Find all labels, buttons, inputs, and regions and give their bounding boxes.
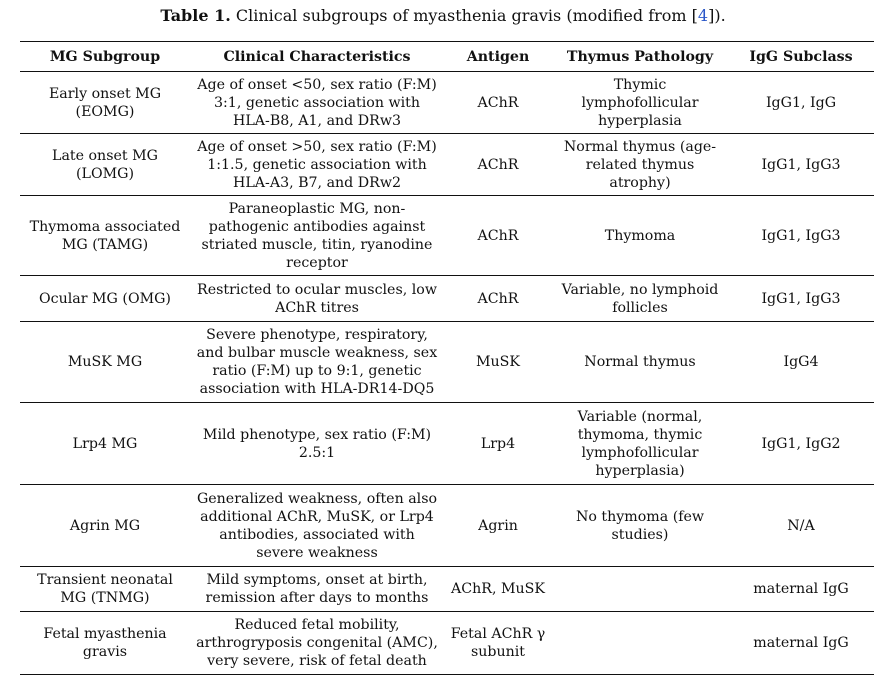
cell-subgroup: Late onset MG (LOMG) (20, 133, 190, 196)
header-antigen: Antigen (444, 41, 552, 72)
cell-characteristics: Generalized weakness, often also additio… (190, 484, 444, 567)
header-subgroup: MG Subgroup (20, 41, 190, 72)
header-characteristics: Clinical Characteristics (190, 41, 444, 72)
cell-characteristics: Paraneoplastic MG, non-pathogenic antibo… (190, 195, 444, 276)
cell-igg: maternal IgG (728, 611, 874, 675)
cell-thymus: Thymic lymphofollicular hyperplasia (552, 71, 728, 134)
cell-subgroup: Fetal myasthenia gravis (20, 611, 190, 675)
cell-antigen: AChR (444, 275, 552, 322)
cell-thymus: No thymoma (few studies) (552, 484, 728, 567)
cell-antigen: Fetal AChR γ subunit (444, 611, 552, 675)
cell-antigen: Lrp4 (444, 402, 552, 485)
caption-text: Clinical subgroups of myasthenia gravis … (235, 6, 698, 25)
table-row: Early onset MG (EOMG) Age of onset <50, … (20, 71, 874, 134)
cell-characteristics: Age of onset >50, sex ratio (F:M) 1:1.5,… (190, 133, 444, 196)
cell-antigen: AChR (444, 195, 552, 276)
cell-antigen: AChR (444, 133, 552, 196)
reference-link[interactable]: 4 (697, 6, 709, 25)
cell-subgroup: Thymoma associated MG (TAMG) (20, 195, 190, 276)
table-row: Agrin MG Generalized weakness, often als… (20, 484, 874, 567)
table-row: Ocular MG (OMG) Restricted to ocular mus… (20, 275, 874, 322)
table-row: Transient neonatal MG (TNMG) Mild sympto… (20, 566, 874, 612)
cell-subgroup: Early onset MG (EOMG) (20, 71, 190, 134)
cell-antigen: Agrin (444, 484, 552, 567)
cell-characteristics: Reduced fetal mobility, arthrogryposis c… (190, 611, 444, 675)
cell-igg: IgG1, IgG2 (728, 402, 874, 485)
cell-igg: IgG1, IgG (728, 71, 874, 134)
cell-thymus: Normal thymus (age-related thymus atroph… (552, 133, 728, 196)
cell-subgroup: Transient neonatal MG (TNMG) (20, 566, 190, 612)
table-number: Table 1. (160, 6, 231, 25)
header-igg: IgG Subclass (728, 41, 874, 72)
cell-thymus: Thymoma (552, 195, 728, 276)
table-row: MuSK MG Severe phenotype, respiratory, a… (20, 321, 874, 403)
cell-thymus (552, 566, 728, 612)
table-caption: Table 1. Clinical subgroups of myastheni… (0, 4, 886, 28)
mg-subgroups-table: MG Subgroup Clinical Characteristics Ant… (20, 41, 874, 675)
cell-thymus: Normal thymus (552, 321, 728, 403)
cell-antigen: AChR, MuSK (444, 566, 552, 612)
cell-subgroup: Agrin MG (20, 484, 190, 567)
header-thymus: Thymus Pathology (552, 41, 728, 72)
cell-subgroup: MuSK MG (20, 321, 190, 403)
cell-antigen: AChR (444, 71, 552, 134)
cell-igg: IgG1, IgG3 (728, 275, 874, 322)
cell-thymus: Variable (normal, thymoma, thymic lympho… (552, 402, 728, 485)
cell-igg: IgG1, IgG3 (728, 133, 874, 196)
cell-igg: N/A (728, 484, 874, 567)
cell-igg: maternal IgG (728, 566, 874, 612)
cell-characteristics: Mild symptoms, onset at birth, remission… (190, 566, 444, 612)
cell-subgroup: Ocular MG (OMG) (20, 275, 190, 322)
cell-characteristics: Severe phenotype, respiratory, and bulba… (190, 321, 444, 403)
cell-subgroup: Lrp4 MG (20, 402, 190, 485)
table-row: Thymoma associated MG (TAMG) Paraneoplas… (20, 195, 874, 276)
header-row: MG Subgroup Clinical Characteristics Ant… (20, 41, 874, 72)
cell-igg: IgG4 (728, 321, 874, 403)
cell-antigen: MuSK (444, 321, 552, 403)
cell-thymus: Variable, no lymphoid follicles (552, 275, 728, 322)
caption-text-end: ]). (708, 6, 726, 25)
cell-characteristics: Mild phenotype, sex ratio (F:M) 2.5:1 (190, 402, 444, 485)
cell-characteristics: Restricted to ocular muscles, low AChR t… (190, 275, 444, 322)
cell-characteristics: Age of onset <50, sex ratio (F:M) 3:1, g… (190, 71, 444, 134)
table-row: Lrp4 MG Mild phenotype, sex ratio (F:M) … (20, 402, 874, 485)
table-row: Late onset MG (LOMG) Age of onset >50, s… (20, 133, 874, 196)
table-row: Fetal myasthenia gravis Reduced fetal mo… (20, 611, 874, 675)
cell-thymus (552, 611, 728, 675)
cell-igg: IgG1, IgG3 (728, 195, 874, 276)
